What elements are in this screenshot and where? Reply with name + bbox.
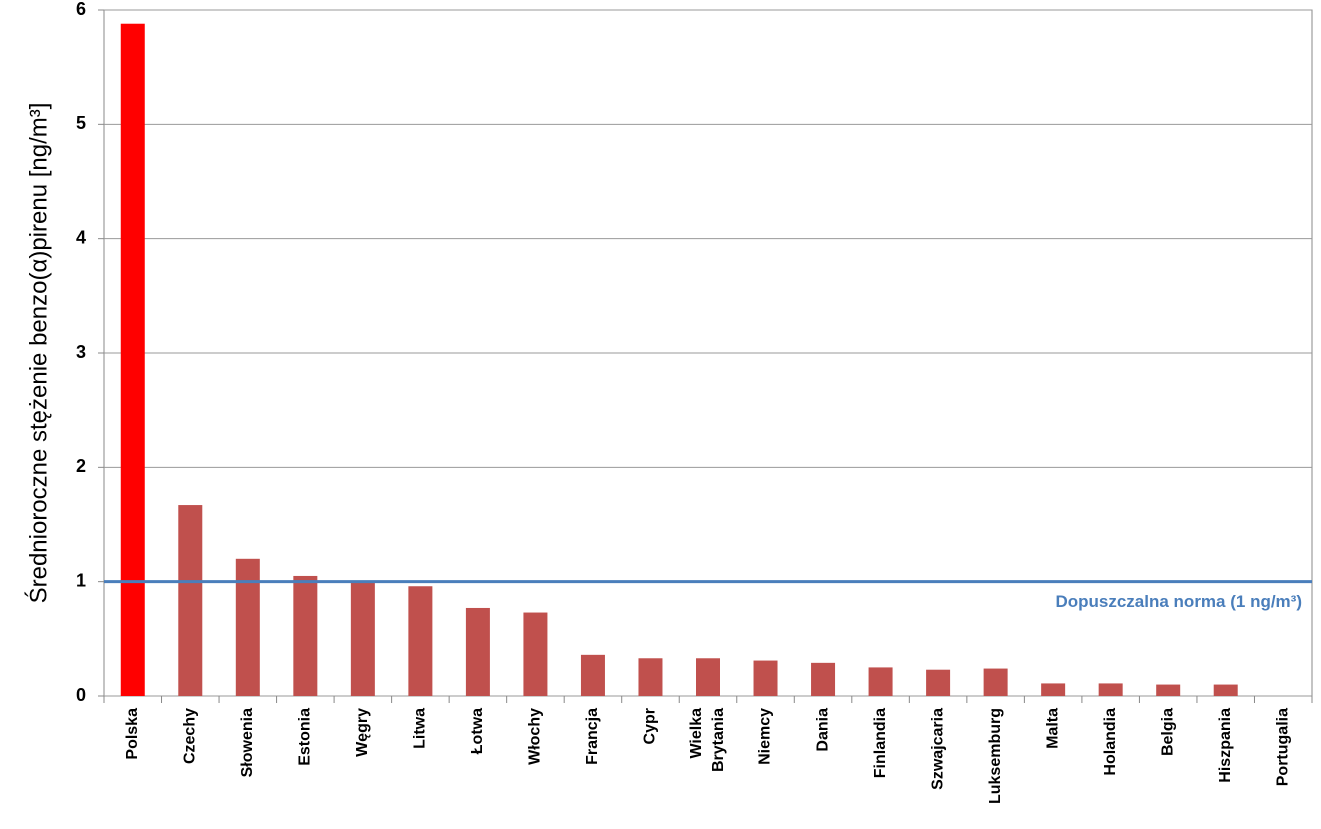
x-tick-label: Francja (584, 708, 601, 765)
x-tick-label: Dania (814, 708, 831, 752)
x-tick-label: Portugalia (1274, 708, 1291, 786)
y-tick-label: 0 (76, 685, 86, 705)
bar (753, 660, 778, 696)
x-tick-label: Hiszpania (1217, 708, 1234, 783)
bar (811, 662, 836, 696)
bar (1156, 684, 1181, 696)
x-tick-label: Malta (1044, 708, 1061, 749)
y-tick-label: 3 (76, 342, 86, 362)
x-tick-label: Finlandia (872, 708, 889, 778)
x-tick-label: Belgia (1159, 708, 1176, 756)
x-tick-label: Cypr (642, 708, 659, 744)
x-tick-label: Polska (124, 708, 141, 760)
x-tick-label: Luksemburg (987, 708, 1004, 804)
bar (580, 654, 605, 696)
bar (408, 586, 433, 696)
x-tick-label: Czechy (182, 708, 199, 764)
y-tick-label: 6 (76, 0, 86, 19)
bar (120, 23, 145, 697)
y-tick-label: 1 (76, 570, 86, 590)
y-tick-label: 2 (76, 456, 86, 476)
bar (638, 658, 663, 696)
x-tick-label: Estonia (297, 708, 314, 766)
x-tick-label: Łotwa (469, 708, 486, 754)
reference-label: Dopuszczalna norma (1 ng/m³) (1055, 592, 1302, 611)
y-tick-label: 4 (76, 227, 86, 247)
x-tick-label: Holandia (1102, 708, 1119, 776)
y-tick-label: 5 (76, 113, 86, 133)
x-tick-label: Włochy (527, 708, 544, 765)
bar (983, 668, 1008, 696)
bar (465, 607, 490, 696)
x-tick-label: Słowenia (239, 708, 256, 777)
x-tick-label: Węgry (354, 708, 371, 757)
x-tick-label-line: Wielka (688, 708, 705, 759)
bar (868, 667, 893, 696)
bar (350, 580, 375, 696)
x-tick-label: Szwajcaria (929, 708, 946, 790)
bar (523, 612, 548, 696)
bar (1041, 683, 1066, 696)
bar (696, 658, 720, 696)
bar (1098, 683, 1123, 696)
x-tick-label-line: Brytania (710, 708, 727, 772)
bar (293, 575, 318, 696)
bar (1213, 684, 1238, 696)
x-tick-label: Litwa (412, 708, 429, 749)
x-tick-label: Niemcy (757, 708, 774, 765)
x-tick-label: Wielka Brytania (688, 708, 727, 772)
bar (178, 505, 203, 696)
bar (235, 558, 260, 696)
bar (926, 669, 951, 696)
y-axis-label: Średnioroczne stężenie benzo(α)pirenu [n… (24, 103, 52, 604)
